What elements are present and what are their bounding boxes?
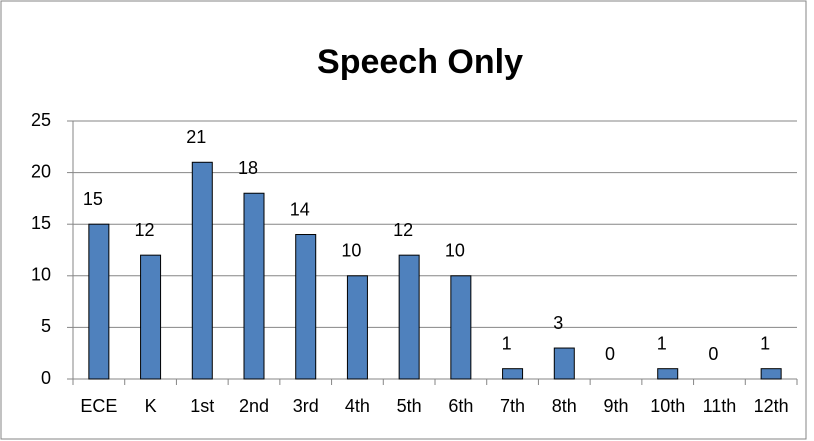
bar: [346, 275, 368, 380]
x-tick-label: 7th: [500, 396, 525, 416]
data-label: 3: [553, 313, 563, 333]
bar: [88, 223, 110, 380]
x-tick-label: 8th: [552, 396, 577, 416]
x-tick-label: 10th: [650, 396, 685, 416]
data-label: 10: [445, 241, 465, 261]
data-label: 12: [135, 220, 155, 240]
x-tick-label: 6th: [448, 396, 473, 416]
data-label: 21: [186, 127, 206, 147]
bar: [450, 275, 472, 380]
data-label: 10: [341, 241, 361, 261]
bar: [140, 254, 162, 380]
y-tick-label: 0: [41, 368, 51, 388]
x-tick-label: 5th: [397, 396, 422, 416]
data-label: 15: [83, 189, 103, 209]
data-label: 1: [657, 333, 667, 353]
bar: [243, 192, 265, 380]
bar: [398, 254, 420, 380]
x-tick-label: 3rd: [293, 396, 319, 416]
bar: [295, 234, 317, 380]
x-tick-label: 4th: [345, 396, 370, 416]
x-tick-label: ECE: [80, 396, 117, 416]
y-tick-label: 20: [31, 161, 51, 181]
y-tick-label: 10: [31, 265, 51, 285]
x-tick-label: 12th: [754, 396, 789, 416]
data-label: 0: [708, 344, 718, 364]
x-tick-label: 11th: [703, 396, 737, 416]
bar: [657, 368, 679, 380]
y-tick-label: 25: [31, 110, 51, 130]
data-label: 18: [238, 158, 258, 178]
bar: [191, 161, 213, 380]
x-tick-label: K: [145, 396, 157, 416]
chart-title: Speech Only: [317, 43, 523, 81]
bar: [502, 368, 524, 380]
x-tick-label: 1st: [190, 396, 214, 416]
y-tick-label: 5: [41, 316, 51, 336]
x-tick-label: 9th: [603, 396, 628, 416]
bar: [553, 347, 575, 380]
data-label: 1: [760, 333, 770, 353]
y-tick-label: 15: [31, 213, 51, 233]
data-label: 1: [502, 333, 512, 353]
x-tick-label: 2nd: [239, 396, 269, 416]
bar: [760, 368, 782, 380]
data-label: 12: [393, 220, 413, 240]
data-label: 14: [290, 199, 310, 219]
data-label: 0: [605, 344, 615, 364]
